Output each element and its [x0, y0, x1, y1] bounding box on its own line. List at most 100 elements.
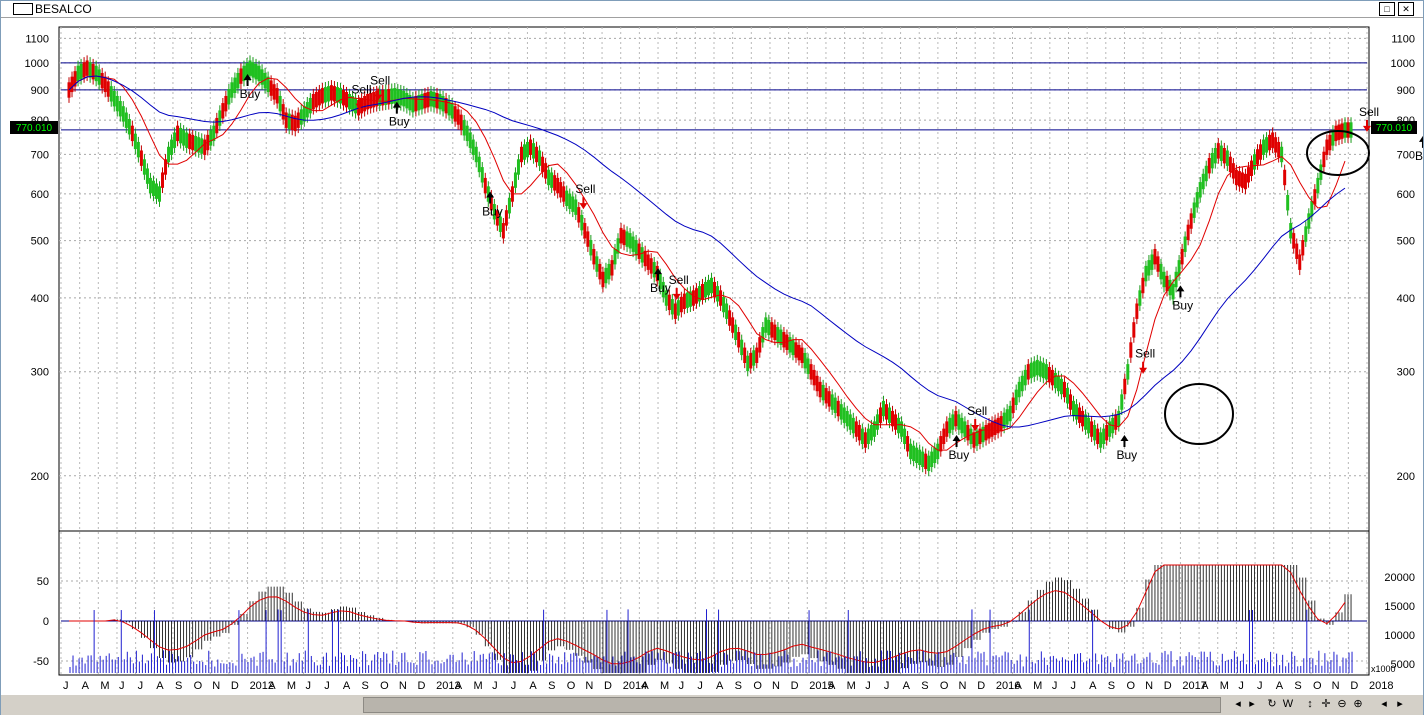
- candle-body: [185, 132, 189, 148]
- candle-body: [625, 231, 629, 247]
- candle-body: [387, 89, 391, 105]
- zoom-in-button[interactable]: ⊕: [1351, 696, 1365, 712]
- candle-body: [429, 90, 433, 107]
- candle-body: [115, 95, 119, 112]
- indicator-tick-left: 50: [37, 576, 49, 588]
- time-tick-label: 2013: [436, 680, 460, 692]
- candle-body: [670, 299, 674, 315]
- candle-body: [845, 410, 849, 427]
- candle-body: [881, 400, 885, 417]
- candle-body: [173, 132, 177, 148]
- weekly-button[interactable]: W: [1281, 696, 1295, 712]
- candle-body: [230, 82, 234, 98]
- candle-body: [589, 240, 593, 256]
- candle-body: [538, 150, 542, 166]
- candle-body: [984, 424, 988, 441]
- time-tick-label: A: [529, 680, 537, 692]
- candle-body: [492, 204, 496, 220]
- candle-body: [1174, 271, 1178, 288]
- candle-body: [909, 443, 913, 460]
- candle-body: [335, 87, 339, 103]
- candle-body: [151, 180, 155, 197]
- candle-body: [610, 260, 614, 276]
- pan-button[interactable]: ✛: [1319, 696, 1333, 712]
- candle-body: [556, 177, 560, 194]
- candle-body: [302, 106, 306, 122]
- candle-body: [1246, 167, 1250, 183]
- title-bar[interactable]: BESALCO □ ✕: [1, 1, 1423, 18]
- candle-body: [130, 125, 134, 142]
- scroll-left-button[interactable]: ◂: [1231, 696, 1245, 712]
- price-tick-label-left: 200: [31, 471, 49, 483]
- candle-body: [707, 279, 711, 296]
- candle-body: [245, 63, 249, 79]
- scroll-thumb[interactable]: [363, 697, 1221, 713]
- candle-body: [456, 109, 460, 125]
- candle-body: [1041, 362, 1045, 379]
- candle-body: [266, 76, 270, 93]
- page-left-button[interactable]: ◂: [1377, 696, 1391, 712]
- candle-body: [1328, 134, 1332, 151]
- candle-body: [233, 77, 237, 93]
- window-icon: [13, 3, 33, 15]
- candle-body: [631, 236, 635, 252]
- candle-body: [821, 384, 825, 401]
- candle-body: [1171, 284, 1175, 300]
- candle-body: [1243, 173, 1247, 190]
- candle-body: [1068, 394, 1072, 410]
- refresh-button[interactable]: ↻: [1265, 696, 1279, 712]
- time-tick-label: S: [175, 680, 182, 692]
- close-icon: ✕: [1402, 4, 1410, 14]
- candle-body: [1337, 124, 1341, 140]
- time-tick-label: N: [1145, 680, 1153, 692]
- candle-body: [348, 93, 352, 110]
- time-tick-label: J: [63, 680, 69, 692]
- oscillator-signal-line: [69, 564, 1346, 665]
- candle-body: [568, 193, 572, 209]
- candle-body: [903, 428, 907, 445]
- horizontal-scrollbar[interactable]: ◂ ▸ ↻ W ↕ ✛ ⊖ ⊕ ◂ ▸: [1, 695, 1423, 715]
- maximize-button[interactable]: □: [1379, 2, 1395, 16]
- candle-body: [761, 327, 765, 343]
- scroll-right-button[interactable]: ▸: [1245, 696, 1259, 712]
- candle-body: [408, 94, 412, 111]
- time-tick-label: D: [791, 680, 799, 692]
- time-tick-label: N: [1332, 680, 1340, 692]
- zoom-out-button[interactable]: ⊖: [1335, 696, 1349, 712]
- buy-arrow-icon: [952, 434, 961, 447]
- candle-body: [915, 447, 919, 464]
- candle-body: [906, 436, 910, 452]
- candle-body: [1053, 372, 1057, 389]
- candle-body: [1213, 148, 1217, 164]
- candle-body: [1301, 240, 1305, 256]
- candle-body: [405, 92, 409, 109]
- candle-body: [384, 89, 388, 105]
- moving-averages: [68, 75, 1346, 451]
- candle-body: [124, 112, 128, 128]
- candle-body: [483, 177, 487, 194]
- candle-body: [583, 223, 587, 239]
- buy-signal-label: Buy: [1415, 149, 1423, 163]
- candle-body: [746, 355, 750, 372]
- candle-body: [824, 388, 828, 404]
- candle-body: [381, 90, 385, 106]
- page-right-button[interactable]: ▸: [1393, 696, 1407, 712]
- candle-body: [1165, 275, 1169, 292]
- candle-body: [658, 273, 662, 290]
- time-tick-label: D: [231, 680, 239, 692]
- time-tick-label: D: [1164, 680, 1172, 692]
- candle-body: [1198, 182, 1202, 198]
- close-button[interactable]: ✕: [1398, 2, 1414, 16]
- candle-body: [139, 150, 143, 166]
- candle-body: [966, 424, 970, 441]
- candle-body: [1090, 421, 1094, 437]
- candle-body: [1277, 141, 1281, 158]
- candle-body: [661, 281, 665, 298]
- vertical-resize-button[interactable]: ↕: [1303, 696, 1317, 712]
- fast-moving-average-line: [68, 75, 1346, 451]
- candle-body: [1014, 389, 1018, 405]
- price-chart[interactable]: Buy SellSellBuyBuySellBuySellBuySellBuySe…: [1, 17, 1423, 695]
- candle-body: [894, 414, 898, 430]
- candle-body: [142, 159, 146, 175]
